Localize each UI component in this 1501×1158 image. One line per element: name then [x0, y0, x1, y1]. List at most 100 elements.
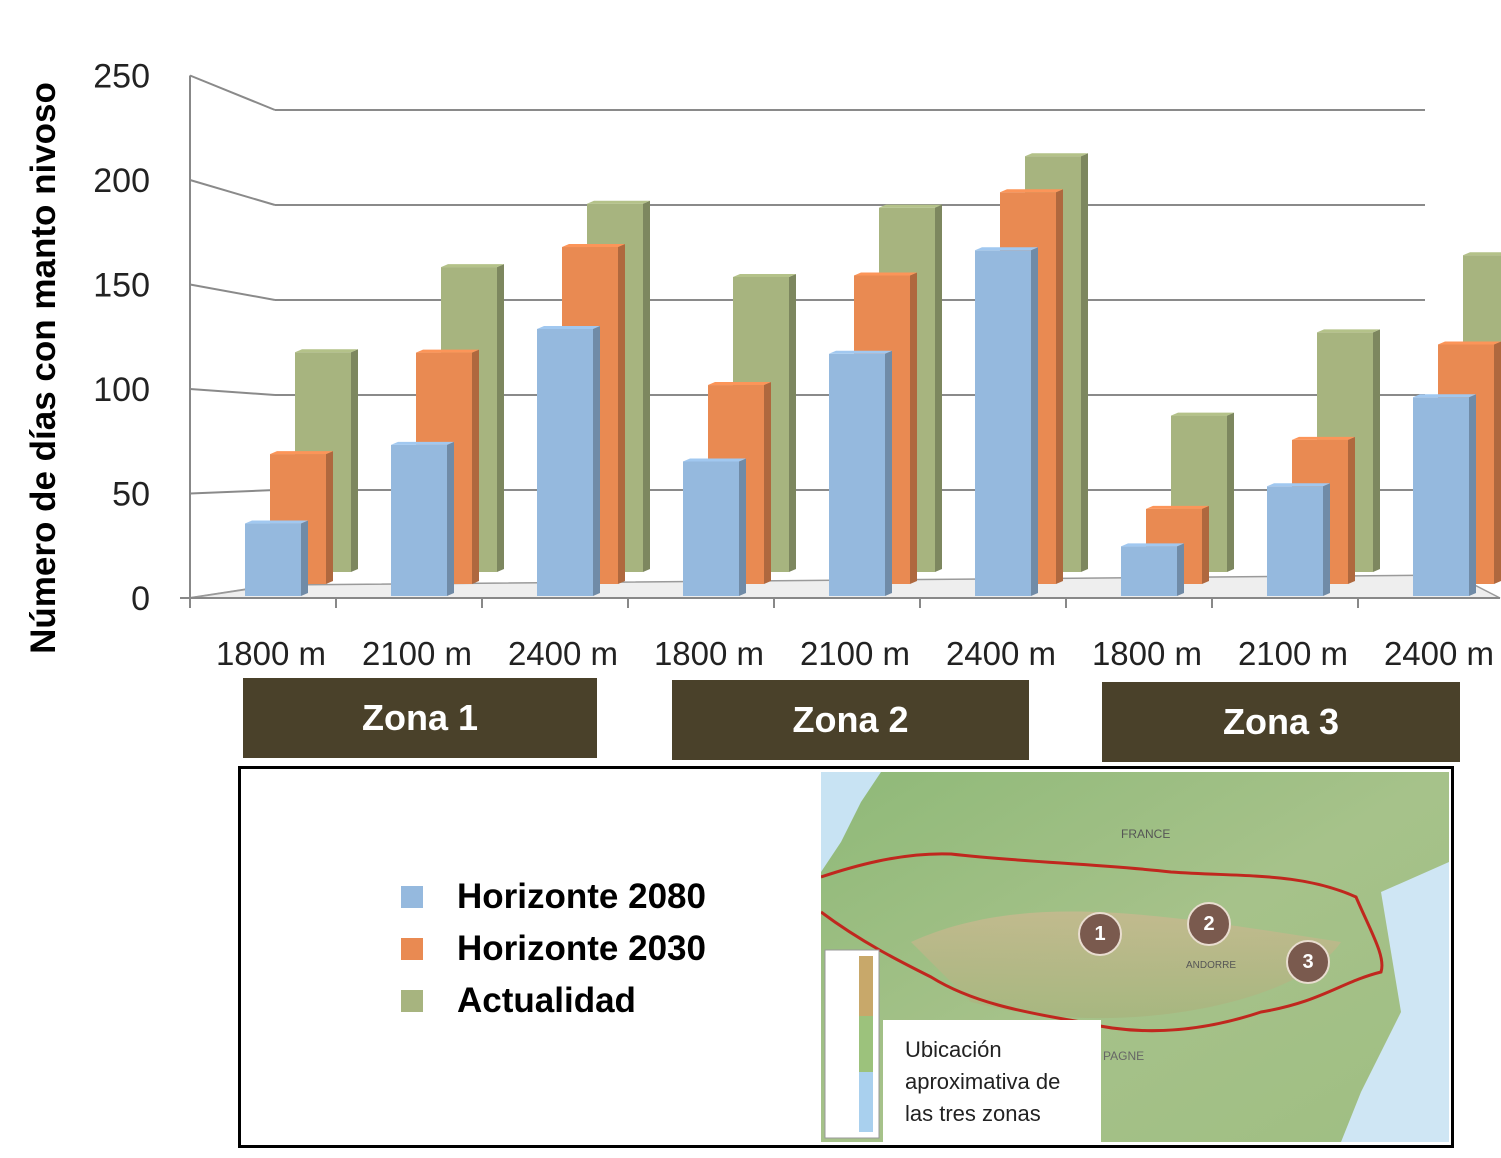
bar-horizonte-2030-side — [472, 349, 479, 584]
bar-actualidad-side — [1081, 153, 1088, 572]
bar-horizonte-2080-side — [301, 520, 308, 596]
bar-horizonte-2030-side — [910, 272, 917, 584]
map-label-andorra: ANDORRE — [1186, 960, 1236, 971]
legend-label-actualidad: Actualidad — [457, 981, 636, 1020]
bar-horizonte-2030-top — [708, 382, 771, 386]
grid-edge — [189, 179, 276, 206]
bar-horizonte-2030-top — [1146, 505, 1209, 509]
pyrenees-map: FRANCE ANDORRE PAGNE 1 2 3 Ubicación apr… — [821, 772, 1449, 1142]
legend-and-map-panel: Horizonte 2080 Horizonte 2030 Actualidad — [238, 766, 1454, 1148]
map-marker-zone-1: 1 — [1078, 912, 1122, 956]
bar-actualidad-side — [789, 273, 796, 572]
bar-horizonte-2080 — [537, 328, 593, 596]
bar-horizonte-2080 — [1413, 397, 1469, 596]
legend-swatch-2080 — [401, 886, 423, 908]
legend-swatch-actualidad — [401, 990, 423, 1012]
bar-horizonte-2080 — [1121, 546, 1177, 596]
bar-horizonte-2030-top — [1000, 189, 1063, 193]
bar-horizonte-2080-side — [885, 350, 892, 596]
bar-actualidad-top — [1463, 252, 1501, 256]
x-tick-label: 1800 m — [216, 635, 326, 672]
bar-horizonte-2030-side — [1202, 505, 1209, 584]
bar-horizonte-2080-top — [245, 520, 308, 524]
map-caption-line: las tres zonas — [905, 1101, 1041, 1126]
x-tick-label: 1800 m — [654, 635, 764, 672]
bar-horizonte-2080 — [683, 461, 739, 596]
bar-horizonte-2080-top — [829, 350, 892, 354]
bar-actualidad-side — [1227, 412, 1234, 572]
bar-horizonte-2030-side — [1056, 189, 1063, 584]
bar-horizonte-2080 — [245, 523, 301, 596]
y-tick-label: 100 — [93, 371, 150, 409]
x-tick-label: 2400 m — [508, 635, 618, 672]
zone-label-1: Zona 1 — [243, 678, 597, 758]
bar-horizonte-2030-top — [1438, 341, 1501, 345]
bar-horizonte-2080-top — [1413, 394, 1476, 398]
grid-edge — [189, 388, 276, 396]
bar-actualidad-side — [643, 200, 650, 572]
legend-item-2030: Horizonte 2030 — [401, 929, 706, 969]
bar-horizonte-2030-top — [416, 349, 479, 353]
map-caption-line: aproximativa de — [905, 1069, 1061, 1094]
bar-horizonte-2030-top — [270, 451, 333, 455]
map-graphic: FRANCE ANDORRE PAGNE — [821, 772, 1449, 1142]
bar-horizonte-2080-top — [391, 441, 454, 445]
bar-actualidad-top — [1171, 412, 1234, 416]
bar-actualidad-side — [1373, 329, 1380, 572]
grid-edge — [189, 489, 276, 495]
bar-horizonte-2080-top — [1121, 543, 1184, 547]
legend-item-2080: Horizonte 2080 — [401, 877, 706, 917]
bar-horizonte-2080 — [975, 250, 1031, 596]
bar-horizonte-2080-top — [975, 247, 1038, 251]
y-tick-label: 250 — [93, 58, 150, 96]
map-caption: Ubicación aproximativa de las tres zonas — [883, 1020, 1101, 1142]
bar-horizonte-2080-side — [1031, 247, 1038, 596]
bar-horizonte-2080-side — [1323, 483, 1330, 596]
y-tick-label: 50 — [112, 476, 150, 514]
x-tick-label: 2100 m — [1238, 635, 1348, 672]
bar-horizonte-2030-side — [1494, 341, 1501, 584]
bar-actualidad-top — [1317, 329, 1380, 333]
legend-label-2030: Horizonte 2030 — [457, 929, 706, 968]
bar-horizonte-2030-side — [618, 244, 625, 584]
bar-horizonte-2080-side — [447, 441, 454, 596]
x-tick-label: 2400 m — [946, 635, 1056, 672]
bar-horizonte-2080-side — [1469, 394, 1476, 596]
legend-label-2080: Horizonte 2080 — [457, 877, 706, 916]
legend-item-actualidad: Actualidad — [401, 981, 636, 1021]
bar-actualidad-top — [441, 264, 504, 268]
bar-horizonte-2080-side — [739, 458, 746, 596]
grid-edge — [189, 283, 276, 301]
bar-horizonte-2080-side — [593, 325, 600, 596]
bar-horizonte-2080 — [391, 444, 447, 596]
bar-horizonte-2030-top — [854, 272, 917, 276]
bar-actualidad-side — [935, 204, 942, 572]
bar-actualidad-top — [879, 204, 942, 208]
legend-swatch-2030 — [401, 938, 423, 960]
map-caption-line: Ubicación — [905, 1037, 1002, 1062]
x-tick-label: 2400 m — [1384, 635, 1494, 672]
bar-chart: 0 50 100 150 200 250 Número de días con manto … — [24, 58, 1501, 672]
bar-horizonte-2030-top — [1292, 436, 1355, 440]
bar-actualidad-top — [295, 349, 358, 353]
bar-actualidad-top — [587, 200, 650, 204]
bar-horizonte-2080 — [829, 353, 885, 596]
bar-actualidad-side — [351, 349, 358, 572]
bar-horizonte-2030-top — [562, 244, 625, 248]
bar-horizonte-2030-side — [764, 382, 771, 584]
bar-actualidad-top — [1025, 153, 1088, 157]
bar-horizonte-2080-side — [1177, 543, 1184, 596]
bar-horizonte-2080-top — [683, 458, 746, 462]
map-label-spain: PAGNE — [1103, 1049, 1144, 1063]
map-marker-zone-2: 2 — [1187, 902, 1231, 946]
bar-horizonte-2080 — [1267, 486, 1323, 596]
x-tick-label: 2100 m — [362, 635, 472, 672]
y-tick-label: 0 — [131, 580, 150, 618]
zone-label-3: Zona 3 — [1102, 682, 1460, 762]
zone-label-2: Zona 2 — [672, 680, 1029, 760]
bar-horizonte-2080-top — [1267, 483, 1330, 487]
bar-horizonte-2030-side — [1348, 436, 1355, 584]
map-label-france: FRANCE — [1121, 827, 1170, 841]
y-tick-label: 200 — [93, 162, 150, 200]
grid-edge — [189, 74, 276, 111]
